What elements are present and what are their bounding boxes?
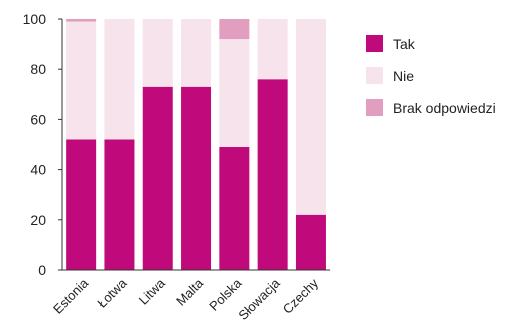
x-axis: Estonia Łotwa Litwa Malta PolskaSłowacjaCzec… (50, 269, 331, 323)
bars-layer (66, 19, 326, 271)
bar-segment-1-5 (257, 19, 288, 80)
bar-segment-0-6 (295, 214, 326, 270)
legend-swatch-2 (366, 99, 383, 116)
bar-segment-1-0 (66, 21, 97, 140)
legend-label-2: Brak odpowiedzi (393, 100, 496, 116)
y-tick-label-5: 100 (23, 11, 47, 27)
bar-segment-0-2 (142, 86, 173, 271)
y-tick-label-0: 0 (38, 262, 46, 278)
bar-segment-0-1 (104, 139, 135, 270)
y-tick-label-3: 60 (30, 111, 46, 127)
bar-segment-0-4 (219, 147, 250, 270)
y-tick-label-2: 40 (30, 162, 46, 178)
x-tick-label-5: Słowacja (235, 275, 283, 323)
x-tick-label-0: Estonia (50, 275, 92, 317)
legend-swatch-0 (366, 35, 383, 52)
x-tick-label-3: Malta (173, 275, 207, 309)
bar-segment-0-0 (66, 139, 97, 270)
x-tick-label-6: Czechy (280, 275, 322, 317)
bar-segment-1-3 (181, 19, 212, 87)
bar-segment-1-1 (104, 19, 135, 140)
legend-label-1: Nie (393, 68, 414, 84)
legend-swatch-1 (366, 67, 383, 84)
y-axis: 0 20 40 60 80 100 (23, 11, 63, 278)
bar-segment-1-2 (142, 19, 173, 87)
bar-segment-0-5 (257, 79, 288, 271)
bar-segment-1-6 (295, 19, 326, 215)
bar-segment-0-3 (181, 86, 212, 271)
legend-label-0: Tak (393, 36, 416, 52)
legend: Tak Nie Brak odpowiedzi (366, 35, 496, 116)
bar-segment-2-4 (219, 19, 250, 40)
x-tick-label-1: Łotwa (94, 275, 130, 311)
bar-segment-1-4 (219, 39, 250, 148)
y-tick-label-1: 20 (30, 212, 46, 228)
y-tick-label-4: 80 (30, 61, 46, 77)
x-tick-label-2: Litwa (136, 275, 169, 308)
bar-segment-2-0 (66, 19, 97, 22)
